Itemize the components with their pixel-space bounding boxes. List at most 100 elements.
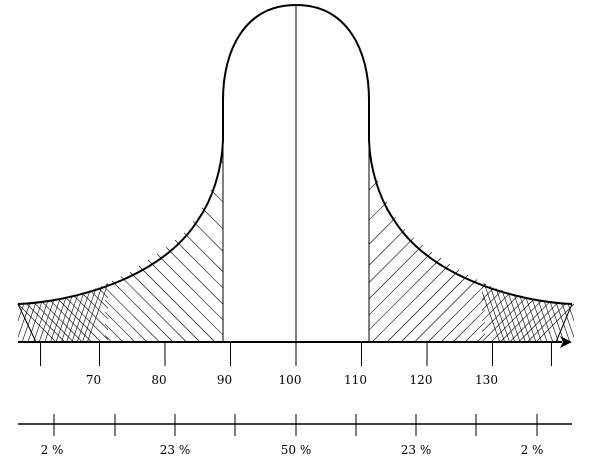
hatch-line bbox=[452, 309, 485, 343]
hatch-line bbox=[507, 292, 526, 343]
hatch-line bbox=[369, 257, 442, 331]
hatch-line bbox=[369, 229, 406, 266]
hatch-line bbox=[500, 300, 543, 343]
hatch-line bbox=[476, 333, 485, 343]
hatch-line bbox=[89, 290, 108, 309]
hatch-right-tail bbox=[416, 280, 574, 343]
hatch-line bbox=[369, 237, 415, 284]
hatch-line bbox=[18, 303, 57, 343]
hatch-line bbox=[27, 301, 43, 343]
hatch-line bbox=[482, 290, 503, 311]
hatch-line bbox=[111, 280, 174, 343]
hatch-line bbox=[531, 298, 548, 343]
hatch-line bbox=[183, 232, 223, 273]
iq-axis-tick-label: 70 bbox=[86, 373, 101, 387]
hatch-line bbox=[543, 300, 559, 343]
hatch-line bbox=[482, 297, 527, 343]
hatch-line bbox=[482, 290, 500, 343]
hatch-line bbox=[33, 302, 74, 343]
hatch-line bbox=[464, 321, 485, 343]
iq-axis-tick-label: 80 bbox=[151, 373, 166, 387]
hatch-line bbox=[495, 288, 516, 343]
hatch-line bbox=[440, 297, 485, 343]
hatch-line bbox=[416, 280, 478, 342]
hatch-line bbox=[25, 303, 65, 343]
hatch-line bbox=[509, 301, 551, 343]
iq-axis-tick-label: 90 bbox=[217, 373, 232, 387]
hatch-left-middle bbox=[105, 159, 223, 343]
hatch-line bbox=[427, 284, 485, 343]
hatch-line bbox=[482, 292, 511, 322]
hatch-line bbox=[369, 201, 388, 221]
hatch-line bbox=[573, 304, 574, 305]
hatch-line bbox=[65, 297, 108, 341]
hatch-line bbox=[156, 253, 223, 321]
hatch-line bbox=[41, 301, 83, 343]
hatch-line bbox=[73, 295, 108, 331]
hatch-line bbox=[535, 303, 574, 343]
hatch-right-middle bbox=[369, 140, 532, 343]
hatch-line bbox=[105, 323, 124, 343]
percent-scale-ticks bbox=[53, 414, 538, 436]
left-edge-line bbox=[17, 303, 37, 343]
percent-scale-labels: 2 % 23 % 50 % 23 % 2 % bbox=[41, 443, 544, 457]
hatch-line bbox=[165, 246, 223, 305]
hatch-line bbox=[490, 298, 535, 343]
iq-axis-tick-label: 120 bbox=[410, 373, 433, 387]
hatch-line bbox=[192, 221, 223, 252]
iq-axis-ticks bbox=[40, 342, 552, 366]
hatch-line bbox=[33, 300, 49, 343]
percent-band-label: 23 % bbox=[401, 443, 432, 457]
hatch-line bbox=[561, 302, 574, 339]
hatch-line bbox=[105, 335, 112, 343]
percent-band-label: 2 % bbox=[521, 443, 544, 457]
hatch-line bbox=[369, 244, 424, 300]
hatch-line bbox=[482, 295, 519, 333]
hatch-line bbox=[369, 140, 370, 141]
hatch-line bbox=[537, 299, 554, 343]
hatch-line bbox=[482, 287, 495, 301]
iq-axis-tick-label: 130 bbox=[475, 373, 498, 387]
iq-axis-tick-label: 110 bbox=[344, 373, 367, 387]
hatch-line bbox=[371, 263, 451, 343]
hatch-line bbox=[369, 217, 397, 245]
hatch-line bbox=[120, 276, 187, 343]
hatch-line bbox=[18, 304, 19, 305]
percent-band-label: 23 % bbox=[160, 443, 191, 457]
hatch-line bbox=[105, 299, 148, 343]
hatch-line bbox=[55, 296, 73, 343]
hatch-line bbox=[50, 297, 67, 343]
hatch-line bbox=[38, 299, 55, 343]
percent-band-label: 2 % bbox=[41, 443, 64, 457]
hatch-line bbox=[518, 302, 559, 343]
hatch-line bbox=[138, 265, 216, 343]
iq-axis-tick-label: 100 bbox=[279, 373, 302, 387]
axis-arrow-head bbox=[560, 336, 572, 348]
hatch-line bbox=[219, 159, 223, 164]
hatch-line bbox=[386, 269, 460, 343]
hatch-line bbox=[18, 303, 25, 322]
hatch-line bbox=[513, 294, 531, 343]
hatch-line bbox=[174, 239, 223, 289]
percent-band-label: 50 % bbox=[281, 443, 312, 457]
hatch-line bbox=[81, 292, 108, 320]
hatch-line bbox=[527, 303, 567, 343]
hatch-line bbox=[525, 297, 542, 343]
hatch-line bbox=[97, 287, 108, 299]
hatch-line bbox=[71, 290, 91, 343]
hatch-line bbox=[210, 189, 223, 203]
right-edge-line bbox=[555, 303, 573, 343]
hatch-line bbox=[501, 290, 521, 343]
hatch-line bbox=[369, 180, 379, 191]
hatch-line bbox=[66, 292, 85, 343]
hatch-line bbox=[147, 259, 223, 336]
hatch-line bbox=[129, 271, 201, 343]
hatch-line bbox=[18, 302, 31, 339]
iq-axis-labels: 70 80 90 100 110 120 130 bbox=[86, 373, 498, 387]
hatch-line bbox=[555, 302, 571, 343]
hatch-line bbox=[57, 298, 102, 343]
hatch-line bbox=[519, 296, 537, 343]
bell-curve-outline bbox=[17, 3, 573, 305]
hatch-line bbox=[488, 299, 532, 343]
